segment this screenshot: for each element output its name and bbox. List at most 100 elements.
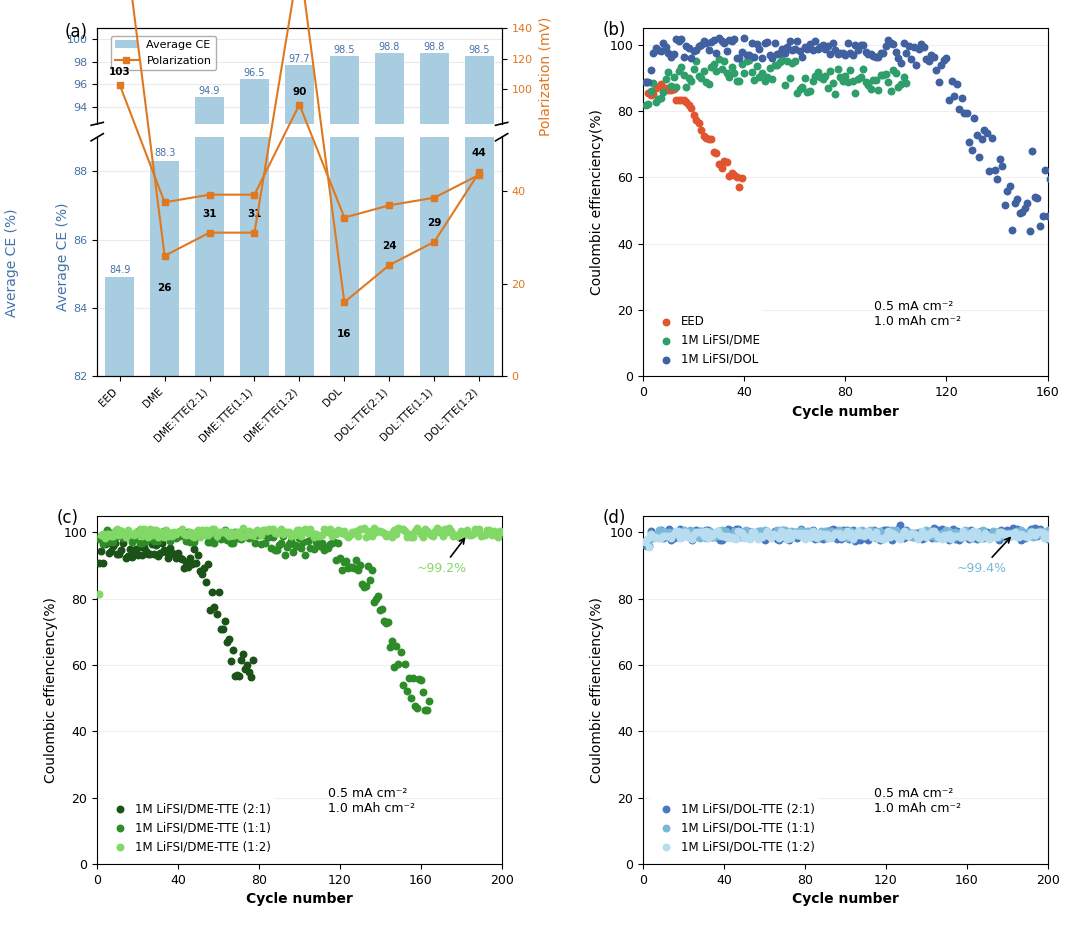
1M LiFSI/DOL-TTE (1:1) bbox=[845, 529, 862, 544]
1M LiFSI/DOL-TTE (1:1) bbox=[984, 523, 1001, 538]
1M LiFSI/DME bbox=[637, 98, 654, 113]
1M LiFSI/DOL bbox=[928, 63, 945, 78]
1M LiFSI/DME-TTE (1:2) bbox=[117, 530, 134, 545]
1M LiFSI/DME-TTE (2:1) bbox=[170, 546, 187, 561]
1M LiFSI/DME-TTE (2:1) bbox=[96, 536, 113, 551]
1M LiFSI/DME-TTE (1:2) bbox=[188, 524, 205, 539]
1M LiFSI/DME-TTE (1:2) bbox=[262, 522, 280, 537]
1M LiFSI/DME-TTE (1:2) bbox=[446, 527, 463, 542]
1M LiFSI/DME-TTE (2:1) bbox=[147, 537, 164, 552]
Legend: 1M LiFSI/DOL-TTE (2:1), 1M LiFSI/DOL-TTE (1:1), 1M LiFSI/DOL-TTE (1:2): 1M LiFSI/DOL-TTE (2:1), 1M LiFSI/DOL-TTE… bbox=[649, 798, 820, 858]
1M LiFSI/DOL bbox=[862, 46, 879, 61]
1M LiFSI/DOL-TTE (1:1) bbox=[770, 527, 787, 542]
Text: 16: 16 bbox=[337, 330, 352, 339]
Text: 29: 29 bbox=[427, 218, 442, 228]
1M LiFSI/DOL-TTE (2:1) bbox=[800, 527, 818, 542]
1M LiFSI/DME-TTE (1:2) bbox=[299, 526, 316, 541]
1M LiFSI/DOL bbox=[650, 43, 667, 58]
1M LiFSI/DOL-TTE (2:1) bbox=[851, 532, 868, 547]
1M LiFSI/DOL-TTE (1:2) bbox=[877, 529, 894, 544]
1M LiFSI/DOL-TTE (2:1) bbox=[805, 523, 822, 538]
1M LiFSI/DME-TTE (1:2) bbox=[313, 528, 330, 543]
1M LiFSI/DOL-TTE (1:1) bbox=[879, 527, 896, 542]
1M LiFSI/DOL-TTE (2:1) bbox=[958, 523, 975, 538]
1M LiFSI/DOL-TTE (1:1) bbox=[740, 531, 757, 546]
1M LiFSI/DME bbox=[675, 68, 692, 83]
1M LiFSI/DME-TTE (1:1) bbox=[301, 541, 319, 556]
1M LiFSI/DOL-TTE (2:1) bbox=[780, 532, 797, 547]
1M LiFSI/DOL bbox=[847, 38, 864, 53]
1M LiFSI/DOL-TTE (1:2) bbox=[1031, 524, 1049, 539]
1M LiFSI/DME-TTE (1:1) bbox=[366, 594, 383, 609]
1M LiFSI/DME-TTE (1:2) bbox=[121, 526, 138, 541]
1M LiFSI/DME-TTE (1:2) bbox=[246, 524, 264, 539]
1M LiFSI/DME-TTE (1:1) bbox=[216, 523, 233, 538]
1M LiFSI/DOL-TTE (2:1) bbox=[699, 522, 716, 537]
1M LiFSI/DOL bbox=[1039, 208, 1056, 223]
1M LiFSI/DOL-TTE (1:1) bbox=[689, 530, 706, 545]
1M LiFSI/DME-TTE (1:1) bbox=[353, 577, 370, 592]
1M LiFSI/DME bbox=[756, 73, 773, 88]
X-axis label: Cycle number: Cycle number bbox=[246, 892, 353, 906]
1M LiFSI/DME-TTE (1:2) bbox=[114, 527, 132, 542]
1M LiFSI/DOL-TTE (1:2) bbox=[774, 524, 792, 539]
1M LiFSI/DOL bbox=[856, 44, 874, 59]
1M LiFSI/DOL-TTE (1:1) bbox=[865, 524, 882, 539]
1M LiFSI/DOL-TTE (2:1) bbox=[1000, 528, 1017, 543]
1M LiFSI/DME-TTE (1:1) bbox=[167, 531, 185, 546]
1M LiFSI/DME-TTE (1:1) bbox=[386, 660, 403, 675]
1M LiFSI/DOL-TTE (1:1) bbox=[859, 523, 876, 538]
1M LiFSI/DOL-TTE (2:1) bbox=[956, 528, 973, 543]
1M LiFSI/DOL-TTE (1:1) bbox=[752, 525, 769, 540]
1M LiFSI/DOL-TTE (1:1) bbox=[934, 525, 951, 540]
1M LiFSI/DME-TTE (1:2) bbox=[386, 523, 403, 538]
1M LiFSI/DOL-TTE (1:1) bbox=[651, 522, 669, 537]
1M LiFSI/DOL-TTE (2:1) bbox=[954, 527, 971, 542]
1M LiFSI/DME-TTE (1:1) bbox=[156, 523, 173, 538]
1M LiFSI/DME bbox=[824, 75, 841, 90]
1M LiFSI/DOL-TTE (2:1) bbox=[696, 529, 713, 544]
1M LiFSI/DME bbox=[652, 90, 670, 105]
1M LiFSI/DOL-TTE (1:2) bbox=[823, 531, 840, 546]
1M LiFSI/DOL-TTE (1:1) bbox=[701, 524, 718, 539]
1M LiFSI/DME bbox=[758, 69, 775, 85]
1M LiFSI/DOL-TTE (1:2) bbox=[942, 531, 959, 546]
1M LiFSI/DOL-TTE (2:1) bbox=[809, 531, 826, 546]
1M LiFSI/DOL-TTE (1:2) bbox=[798, 526, 815, 541]
1M LiFSI/DOL-TTE (1:1) bbox=[881, 528, 899, 543]
1M LiFSI/DOL-TTE (1:2) bbox=[770, 531, 787, 546]
1M LiFSI/DME-TTE (1:2) bbox=[396, 523, 414, 538]
1M LiFSI/DOL bbox=[935, 53, 953, 68]
1M LiFSI/DOL-TTE (1:1) bbox=[1023, 524, 1040, 539]
1M LiFSI/DOL-TTE (2:1) bbox=[926, 521, 943, 536]
1M LiFSI/DOL-TTE (1:2) bbox=[1025, 525, 1042, 540]
1M LiFSI/DME-TTE (1:1) bbox=[418, 702, 435, 717]
1M LiFSI/DOL-TTE (1:2) bbox=[881, 530, 899, 545]
1M LiFSI/DME-TTE (1:2) bbox=[93, 528, 110, 543]
1M LiFSI/DME-TTE (1:2) bbox=[98, 527, 116, 542]
1M LiFSI/DOL-TTE (1:1) bbox=[883, 522, 901, 537]
1M LiFSI/DOL-TTE (2:1) bbox=[995, 527, 1012, 542]
1M LiFSI/DOL-TTE (1:1) bbox=[958, 525, 975, 540]
1M LiFSI/DME-TTE (2:1) bbox=[244, 653, 261, 668]
1M LiFSI/DOL bbox=[720, 33, 738, 48]
1M LiFSI/DOL bbox=[978, 126, 996, 141]
1M LiFSI/DOL-TTE (1:2) bbox=[948, 529, 966, 544]
1M LiFSI/DOL-TTE (1:1) bbox=[733, 527, 751, 542]
1M LiFSI/DME-TTE (1:2) bbox=[372, 523, 389, 538]
1M LiFSI/DOL-TTE (2:1) bbox=[842, 525, 860, 540]
Bar bbox=[150, 171, 179, 939]
1M LiFSI/DOL-TTE (2:1) bbox=[791, 528, 808, 543]
1M LiFSI/DOL-TTE (2:1) bbox=[891, 517, 908, 532]
1M LiFSI/DOL-TTE (1:1) bbox=[726, 523, 743, 538]
1M LiFSI/DOL bbox=[700, 42, 717, 57]
1M LiFSI/DOL-TTE (1:1) bbox=[825, 526, 842, 541]
1M LiFSI/DME-TTE (1:2) bbox=[224, 527, 241, 542]
1M LiFSI/DOL-TTE (1:1) bbox=[902, 528, 919, 543]
1M LiFSI/DOL-TTE (2:1) bbox=[675, 527, 692, 542]
1M LiFSI/DOL-TTE (1:2) bbox=[754, 530, 771, 545]
1M LiFSI/DOL bbox=[933, 57, 950, 72]
Text: 44: 44 bbox=[472, 148, 486, 159]
EED bbox=[662, 83, 679, 98]
1M LiFSI/DME-TTE (2:1) bbox=[198, 575, 215, 590]
